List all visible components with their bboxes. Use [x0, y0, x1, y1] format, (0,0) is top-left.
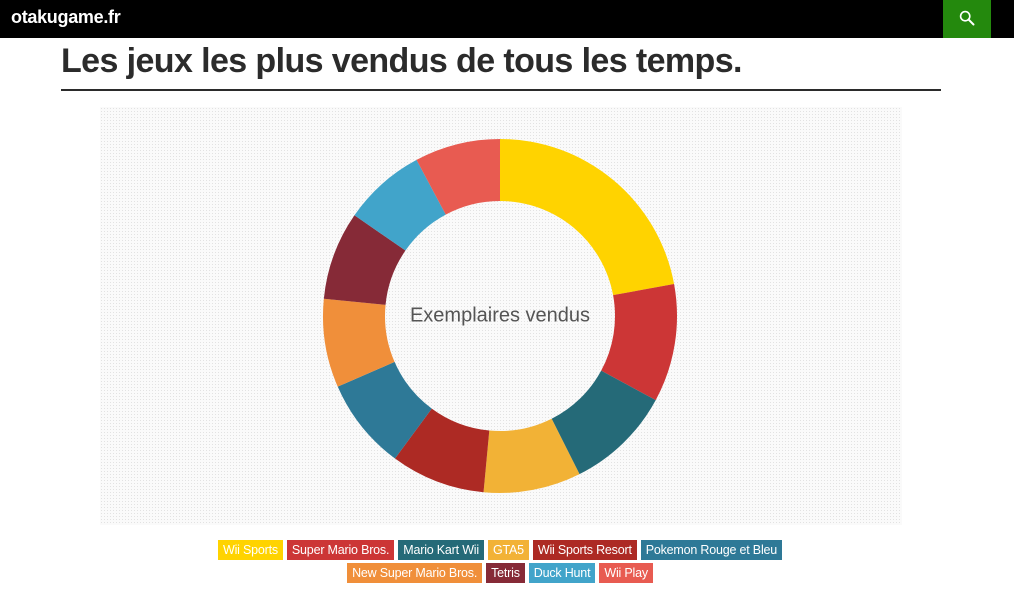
chart-area: Exemplaires vendus — [100, 107, 902, 525]
legend-item-mario-kart-wii[interactable]: Mario Kart Wii — [398, 540, 484, 560]
legend-item-new-super-mario-bros[interactable]: New Super Mario Bros. — [347, 563, 483, 583]
legend-item-wii-sports-resort[interactable]: Wii Sports Resort — [532, 540, 637, 560]
donut-slice-new-super-mario-bros[interactable] — [323, 298, 395, 387]
donut-slice-pokemon-rouge-et-bleu[interactable] — [337, 361, 432, 459]
donut-slice-wii-play[interactable] — [416, 139, 500, 215]
donut-slice-wii-sports[interactable] — [500, 139, 675, 296]
legend-item-wii-sports[interactable]: Wii Sports — [217, 540, 283, 560]
legend-item-tetris[interactable]: Tetris — [486, 563, 525, 583]
title-divider — [61, 89, 941, 91]
donut-slice-tetris[interactable] — [323, 215, 406, 305]
donut-slice-duck-hunt[interactable] — [354, 159, 446, 251]
legend-item-gta5[interactable]: GTA5 — [487, 540, 529, 560]
legend-item-pokemon-rouge-et-bleu[interactable]: Pokemon Rouge et Bleu — [640, 540, 783, 560]
donut-slice-gta5[interactable] — [483, 418, 580, 493]
legend-item-duck-hunt[interactable]: Duck Hunt — [528, 563, 596, 583]
legend-item-super-mario-bros[interactable]: Super Mario Bros. — [286, 540, 395, 560]
chart-center-label: Exemplaires vendus — [410, 304, 590, 326]
donut-slice-mario-kart-wii[interactable] — [551, 370, 656, 475]
donut-slice-super-mario-bros[interactable] — [601, 283, 678, 401]
search-icon — [959, 10, 975, 26]
site-logo-link[interactable]: otakugame.fr — [11, 7, 121, 27]
search-button[interactable] — [943, 0, 991, 38]
donut-chart: Exemplaires vendus — [323, 139, 678, 493]
donut-slice-wii-sports-resort[interactable] — [394, 408, 490, 493]
top-bar: otakugame.fr — [0, 0, 1014, 38]
page-title: Les jeux les plus vendus de tous les tem… — [61, 42, 742, 80]
legend-item-wii-play[interactable]: Wii Play — [599, 563, 653, 583]
chart-legend: Wii Sports Super Mario Bros. Mario Kart Wi… — [180, 540, 820, 586]
